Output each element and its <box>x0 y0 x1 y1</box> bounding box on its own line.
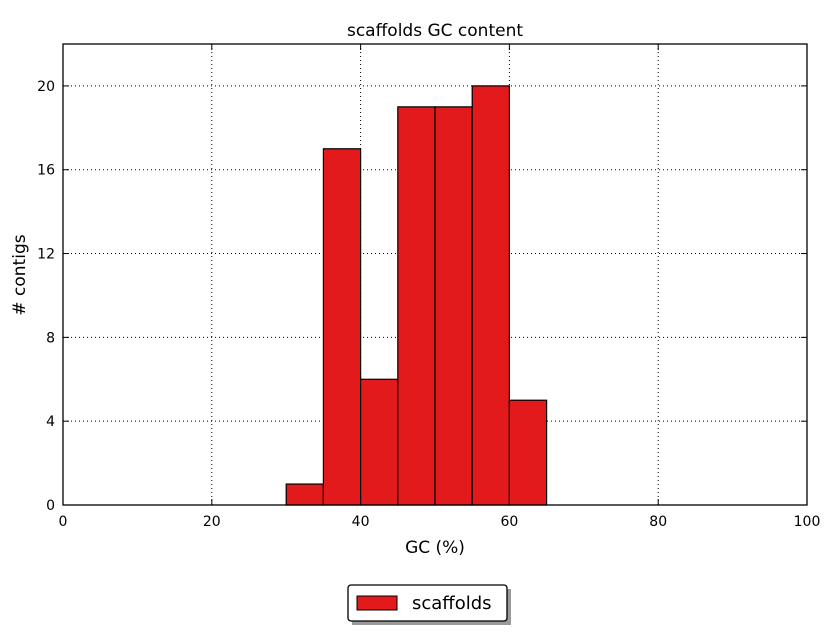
y-tick-label: 16 <box>37 163 55 179</box>
histogram-bar <box>360 378 399 506</box>
x-tick-label: 0 <box>59 514 68 530</box>
y-tick-label: 20 <box>37 79 55 95</box>
x-tick-labels: 0 20 40 60 80 100 <box>59 514 821 530</box>
x-tick-label: 60 <box>500 514 518 530</box>
plot-frame <box>62 43 808 506</box>
legend-swatch-scaffolds <box>356 595 398 611</box>
legend: scaffolds <box>347 584 511 625</box>
x-tick-label: 40 <box>352 514 370 530</box>
y-axis-label: # contigs <box>10 234 30 315</box>
y-tick-label: 12 <box>37 247 55 263</box>
chart-title: scaffolds GC content <box>347 21 523 41</box>
x-tick-label: 20 <box>203 514 221 530</box>
histogram-bar <box>508 399 548 506</box>
x-tick-label: 100 <box>794 514 821 530</box>
y-tick-labels: 0 4 8 12 16 20 <box>37 79 55 514</box>
x-tick-label: 80 <box>649 514 667 530</box>
y-tick-label: 4 <box>46 414 55 430</box>
histogram-bar <box>322 148 362 506</box>
y-tick-label: 0 <box>46 498 55 514</box>
histogram-bar <box>471 85 511 506</box>
y-tick-label: 8 <box>46 330 55 346</box>
histogram-bars <box>285 85 548 506</box>
x-axis-label: GC (%) <box>405 538 465 558</box>
legend-label-scaffolds: scaffolds <box>412 593 492 614</box>
histogram-bar <box>434 106 473 506</box>
histogram-bar <box>397 106 436 506</box>
histogram-bar <box>285 483 325 506</box>
legend-box <box>347 584 508 622</box>
axis-ticks <box>62 44 808 506</box>
